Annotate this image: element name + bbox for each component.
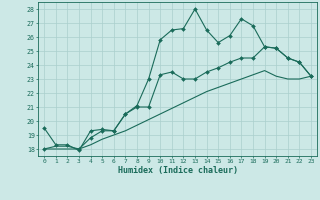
- X-axis label: Humidex (Indice chaleur): Humidex (Indice chaleur): [118, 166, 238, 175]
